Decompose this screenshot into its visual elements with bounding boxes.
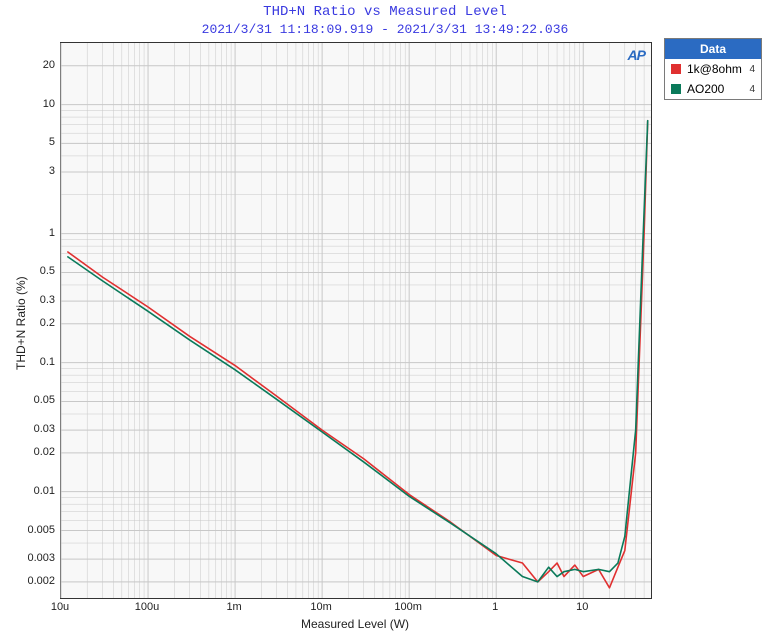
legend-item: 1k@8ohm4 (665, 59, 761, 79)
y-tick-label: 0.1 (40, 356, 55, 368)
y-tick-label: 0.2 (40, 317, 55, 329)
legend-label: 1k@8ohm (687, 62, 746, 76)
y-axis-label: THD+N Ratio (%) (14, 276, 28, 370)
legend-label: AO200 (687, 82, 746, 96)
x-tick-label: 100m (394, 601, 422, 613)
y-tick-label: 1 (49, 227, 55, 239)
y-tick-label: 0.05 (34, 394, 55, 406)
y-tick-label: 0.02 (34, 446, 55, 458)
x-tick-label: 1 (492, 601, 498, 613)
y-tick-label: 20 (43, 59, 55, 71)
x-axis-label: Measured Level (W) (301, 617, 409, 631)
chart-container: THD+N Ratio vs Measured Level 2021/3/31 … (0, 0, 770, 635)
legend-title: Data (665, 39, 761, 59)
x-tick-label: 10 (576, 601, 588, 613)
y-tick-label: 0.002 (27, 575, 55, 587)
y-tick-label: 0.01 (34, 485, 55, 497)
y-tick-label: 0.5 (40, 265, 55, 277)
chart-subtitle: 2021/3/31 11:18:09.919 - 2021/3/31 13:49… (0, 22, 770, 37)
plot-svg (61, 43, 651, 598)
chart-title: THD+N Ratio vs Measured Level (0, 4, 770, 20)
y-tick-label: 5 (49, 136, 55, 148)
y-tick-label: 0.003 (27, 552, 55, 564)
x-tick-label: 100u (135, 601, 159, 613)
legend-swatch-icon (671, 64, 681, 74)
ap-watermark-icon: AP (628, 47, 645, 63)
legend-item: AO2004 (665, 79, 761, 99)
y-tick-label: 0.005 (27, 524, 55, 536)
legend-sub: 4 (749, 84, 755, 95)
x-tick-label: 1m (226, 601, 241, 613)
y-tick-label: 10 (43, 98, 55, 110)
y-tick-label: 0.3 (40, 294, 55, 306)
x-tick-label: 10u (51, 601, 69, 613)
y-tick-label: 0.03 (34, 423, 55, 435)
legend-sub: 4 (749, 64, 755, 75)
y-tick-label: 3 (49, 165, 55, 177)
legend-swatch-icon (671, 84, 681, 94)
x-tick-label: 10m (310, 601, 331, 613)
legend: Data 1k@8ohm4AO2004 (664, 38, 762, 100)
plot-area: AP (60, 42, 652, 599)
